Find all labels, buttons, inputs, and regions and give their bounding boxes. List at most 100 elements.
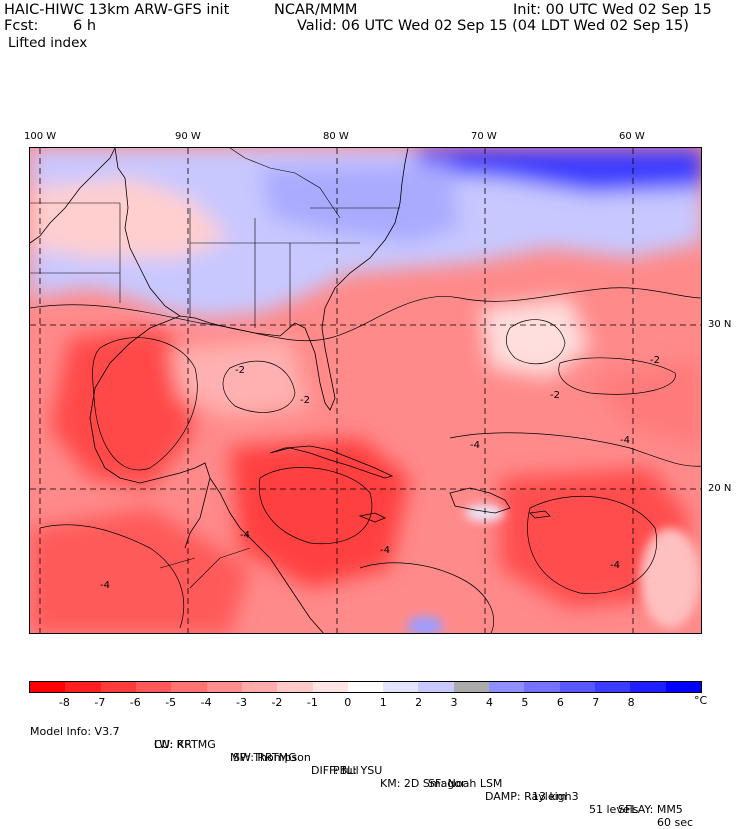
field-stable-south: [407, 616, 443, 633]
model-info: Model Info: V3.7: [30, 725, 120, 738]
colorbar-tick-label: 5: [521, 696, 529, 709]
field-unstable-pacific: [30, 508, 250, 633]
lon-label-80w: 80 W: [323, 131, 349, 142]
contour-label: -2: [300, 395, 310, 406]
central-america-coast: [209, 477, 324, 633]
contour-atlantic-m2: [505, 319, 566, 365]
contour-0: [30, 287, 701, 342]
colorbar-swatch: [241, 682, 278, 692]
colorbar-tick-label: 7: [592, 696, 600, 709]
colorbar-swatch: [665, 682, 701, 692]
diffusion-setting: DIFF: full: [311, 764, 359, 777]
state-borders-north: [229, 148, 341, 219]
lifted-index-map: -2 -2 -2 -2 -4 -4 -4 -4 -4 -4: [29, 147, 702, 634]
colorbar-swatch: [559, 682, 595, 692]
lat-label-20n: 20 N: [708, 483, 732, 494]
colorbar-swatch: [630, 682, 666, 692]
colorbar-tick-label: 6: [556, 696, 564, 709]
contour-gulf-m2: [222, 360, 296, 413]
field-unstable-gulf: [50, 328, 200, 488]
contour-lines: [30, 287, 701, 633]
lon-label-60w: 60 W: [619, 131, 645, 142]
lon-label-90w: 90 W: [175, 131, 201, 142]
colorbar-swatch: [453, 682, 490, 692]
jamaica: [358, 512, 386, 523]
gulf-coast-mexico: [89, 315, 211, 549]
colorbar-tick-label: -6: [129, 696, 141, 709]
colorbar-tick-label: 2: [415, 696, 423, 709]
colorbar: [29, 681, 702, 693]
model-title: HAIC-HIWC 13km ARW-GFS init: [4, 2, 230, 18]
contour-label: -2: [650, 355, 660, 366]
contour-label: -4: [240, 530, 250, 541]
colorbar-tick-label: 8: [627, 696, 635, 709]
surface-layer-setting: SFLAY: MM5: [618, 803, 683, 816]
contour-label: -4: [470, 440, 480, 451]
colorbar-swatch: [65, 682, 101, 692]
colorbar-swatch: [30, 682, 66, 692]
contour-label: -2: [235, 365, 245, 376]
colorbar-swatch: [489, 682, 525, 692]
colorbar-tick-label: 0: [344, 696, 352, 709]
field-unstable-caribbean: [230, 438, 410, 588]
hispaniola: [449, 487, 511, 514]
colorbar-unit: °C: [694, 694, 708, 707]
colorbar-swatch: [347, 682, 384, 692]
forecast-hour: 6 h: [73, 18, 97, 34]
contour-gulf-m4: [92, 337, 198, 471]
contour-label: -4: [380, 545, 390, 556]
colorbar-swatch: [206, 682, 242, 692]
lat-lon-grid: [30, 148, 701, 633]
field-weak-far-east: [640, 528, 700, 628]
field-weak-gulf: [170, 338, 310, 418]
field-stable-carolinas: [260, 163, 460, 243]
contour-label: -4: [100, 580, 110, 591]
colorbar-tick-label: -1: [306, 696, 318, 709]
contour-label: -4: [620, 435, 630, 446]
contour-label: -2: [550, 390, 560, 401]
contour-label: -4: [610, 560, 620, 571]
time-step: 60 sec: [657, 816, 694, 829]
puerto-rico: [529, 510, 551, 519]
colorbar-tick-label: 1: [379, 696, 387, 709]
eddy-setting: KM: 2D Smagor: [380, 777, 466, 790]
state-borders: [30, 202, 400, 328]
colorbar-swatch: [135, 682, 172, 692]
lon-label-70w: 70 W: [471, 131, 497, 142]
colorbar-swatch: [277, 682, 313, 692]
damping-setting: DAMP: Rayleigh3: [485, 790, 579, 803]
colorbar-swatch: [383, 682, 419, 692]
lat-label-30n: 30 N: [708, 319, 732, 330]
colorbar-tick-label: -7: [94, 696, 106, 709]
forecast-label: Fcst:: [4, 18, 39, 34]
colorbar-swatch: [171, 682, 207, 692]
colorbar-tick-label: -5: [165, 696, 177, 709]
init-time: Init: 00 UTC Wed 02 Sep 15: [513, 2, 712, 18]
central-america-borders: [159, 547, 251, 589]
field-weak-atlantic: [480, 298, 590, 378]
colorbar-tick-label: -2: [271, 696, 283, 709]
us-coastline: [114, 148, 409, 411]
cuba: [269, 445, 394, 479]
field-stable-core: [410, 148, 701, 193]
lon-label-100w: 100 W: [24, 131, 57, 142]
shortwave-scheme: SW: RRTMG: [233, 751, 297, 764]
valid-time: Valid: 06 UTC Wed 02 Sep 15 (04 LDT Wed …: [297, 18, 689, 34]
colorbar-swatch: [418, 682, 454, 692]
contour-pacific-m4: [39, 524, 184, 629]
colorbar-swatch: [595, 682, 631, 692]
colorbar-swatch: [312, 682, 348, 692]
coastlines: [30, 148, 551, 633]
colorbar-swatch: [100, 682, 136, 692]
contour-caribbean-m4: [258, 467, 373, 545]
us-mexico-border: [30, 148, 116, 244]
footer-line-2: LW: RRTMG SW: RRTMG DIFF: full KM: 2D Sm…: [30, 725, 683, 816]
colorbar-tick-label: -4: [200, 696, 212, 709]
field-weak-west: [30, 178, 230, 258]
contour-south-m4: [359, 562, 495, 633]
contour-atlantic-east-m2: [558, 357, 676, 395]
map-svg: -2 -2 -2 -2 -4 -4 -4 -4 -4 -4: [30, 148, 701, 633]
colorbar-tick-label: 4: [485, 696, 493, 709]
field-name: Lifted index: [8, 35, 88, 51]
colorbar-tick-label: 3: [450, 696, 458, 709]
